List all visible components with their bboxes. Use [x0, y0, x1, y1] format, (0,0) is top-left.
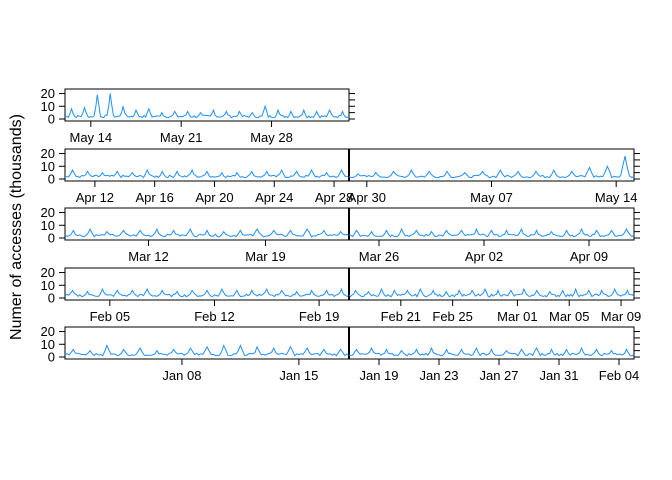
series-line [348, 227, 635, 238]
x-tick-label: May 21 [160, 130, 203, 145]
x-tick-label: Mar 01 [497, 309, 537, 324]
x-tick-label: Apr 28 [315, 190, 353, 205]
series-line [64, 227, 350, 238]
x-tick-label: Mar 12 [128, 249, 168, 264]
y-axis-title: Numer of accesses (thousands) [8, 114, 25, 340]
x-tick-label: Apr 09 [570, 249, 608, 264]
y-tick-label: 0 [48, 231, 55, 246]
x-tick-label: Feb 19 [299, 309, 339, 324]
y-tick-label: 10 [41, 337, 55, 352]
series-line [348, 155, 635, 179]
x-tick-label: Feb 04 [599, 368, 639, 383]
y-tick-label: 20 [41, 324, 55, 339]
x-tick-label: May 14 [69, 130, 112, 145]
y-tick-label: 0 [48, 350, 55, 365]
y-tick-label: 0 [48, 291, 55, 306]
y-tick-label: 10 [41, 278, 55, 293]
x-tick-label: Apr 20 [195, 190, 233, 205]
y-tick-label: 0 [48, 112, 55, 127]
y-tick-label: 10 [41, 218, 55, 233]
x-tick-label: Apr 02 [465, 249, 503, 264]
y-tick-label: 20 [41, 86, 55, 101]
x-tick-label: Jan 31 [539, 368, 578, 383]
series-line [64, 93, 350, 119]
x-tick-label: Mar 19 [245, 249, 285, 264]
x-tick-label: Apr 30 [348, 190, 386, 205]
series-line [64, 344, 350, 357]
x-tick-label: Feb 25 [432, 309, 472, 324]
x-tick-label: Mar 26 [359, 249, 399, 264]
x-tick-label: Mar 09 [601, 309, 641, 324]
y-tick-label: 0 [48, 172, 55, 187]
x-tick-label: Apr 16 [136, 190, 174, 205]
series-line [348, 346, 635, 357]
y-tick-label: 20 [41, 146, 55, 161]
x-tick-label: May 28 [250, 130, 293, 145]
y-tick-label: 10 [41, 159, 55, 174]
x-tick-label: Jan 23 [419, 368, 458, 383]
x-tick-label: Jan 08 [162, 368, 201, 383]
x-tick-label: Feb 21 [381, 309, 421, 324]
x-tick-label: Jan 15 [279, 368, 318, 383]
series-line [348, 287, 635, 298]
x-tick-label: Feb 05 [90, 309, 130, 324]
x-tick-label: Jan 27 [479, 368, 518, 383]
x-tick-label: May 07 [470, 190, 513, 205]
x-tick-label: Mar 05 [549, 309, 589, 324]
x-tick-label: Apr 12 [76, 190, 114, 205]
x-tick-label: May 14 [595, 190, 638, 205]
x-tick-label: Jan 19 [359, 368, 398, 383]
y-tick-label: 20 [41, 265, 55, 280]
series-line [64, 287, 350, 298]
x-tick-label: Feb 12 [194, 309, 234, 324]
panel-frame [64, 88, 350, 122]
series-line [64, 168, 350, 179]
y-tick-label: 20 [41, 205, 55, 220]
y-tick-label: 10 [41, 99, 55, 114]
x-tick-label: Apr 24 [255, 190, 293, 205]
